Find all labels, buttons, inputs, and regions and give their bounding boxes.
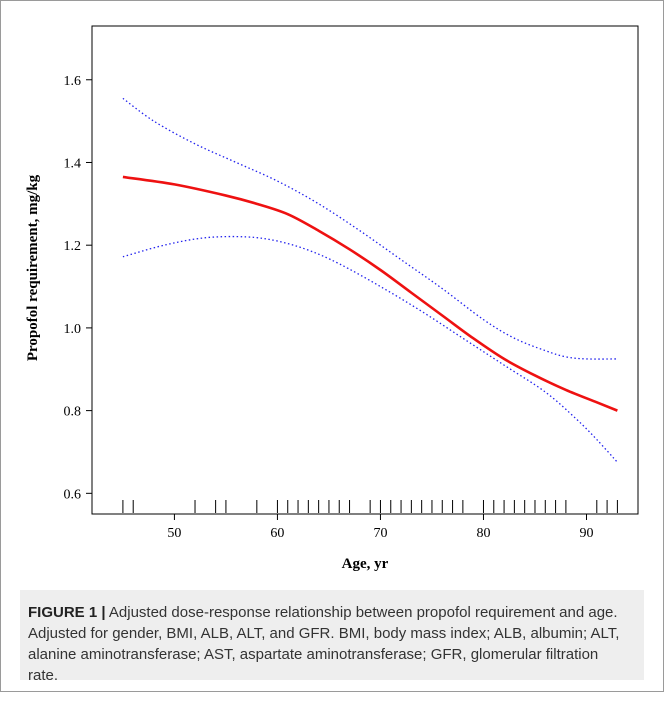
- chart-svg: 50 60 70 80 90 0.6 0.8 1.0 1.2 1.4 1.6 Age, yr Pr…: [25, 25, 639, 572]
- x-axis-title: Age, yr: [342, 556, 389, 572]
- y-tick-label: 1.6: [64, 74, 82, 89]
- x-tick-label: 60: [270, 526, 284, 541]
- x-axis: 50 60 70 80 90: [167, 514, 593, 541]
- caption-label: FIGURE 1 |: [28, 604, 106, 621]
- y-tick-label: 0.6: [64, 487, 82, 502]
- y-tick-label: 1.2: [64, 239, 82, 254]
- y-axis: 0.6 0.8 1.0 1.2 1.4 1.6: [64, 74, 92, 502]
- y-tick-label: 1.4: [64, 156, 82, 171]
- x-tick-label: 80: [476, 526, 490, 541]
- estimate-line: [122, 175, 618, 412]
- y-tick-label: 1.0: [64, 322, 82, 337]
- upper-ci-line: [122, 97, 618, 360]
- x-tick-label: 50: [167, 526, 181, 541]
- plot-area: [91, 25, 639, 515]
- figure-frame: [0, 0, 664, 692]
- caption-text: Adjusted dose-response relationship betw…: [28, 604, 620, 684]
- y-tick-label: 0.8: [64, 405, 82, 420]
- x-tick-label: 90: [579, 526, 593, 541]
- series-group: [122, 97, 618, 463]
- figure-caption: FIGURE 1 | Adjusted dose-response relati…: [20, 590, 644, 684]
- x-tick-label: 70: [373, 526, 387, 541]
- y-axis-title: Propofol requirement, mg/kg: [25, 174, 41, 361]
- rug-marks: [122, 500, 618, 513]
- lower-ci-line: [122, 235, 618, 463]
